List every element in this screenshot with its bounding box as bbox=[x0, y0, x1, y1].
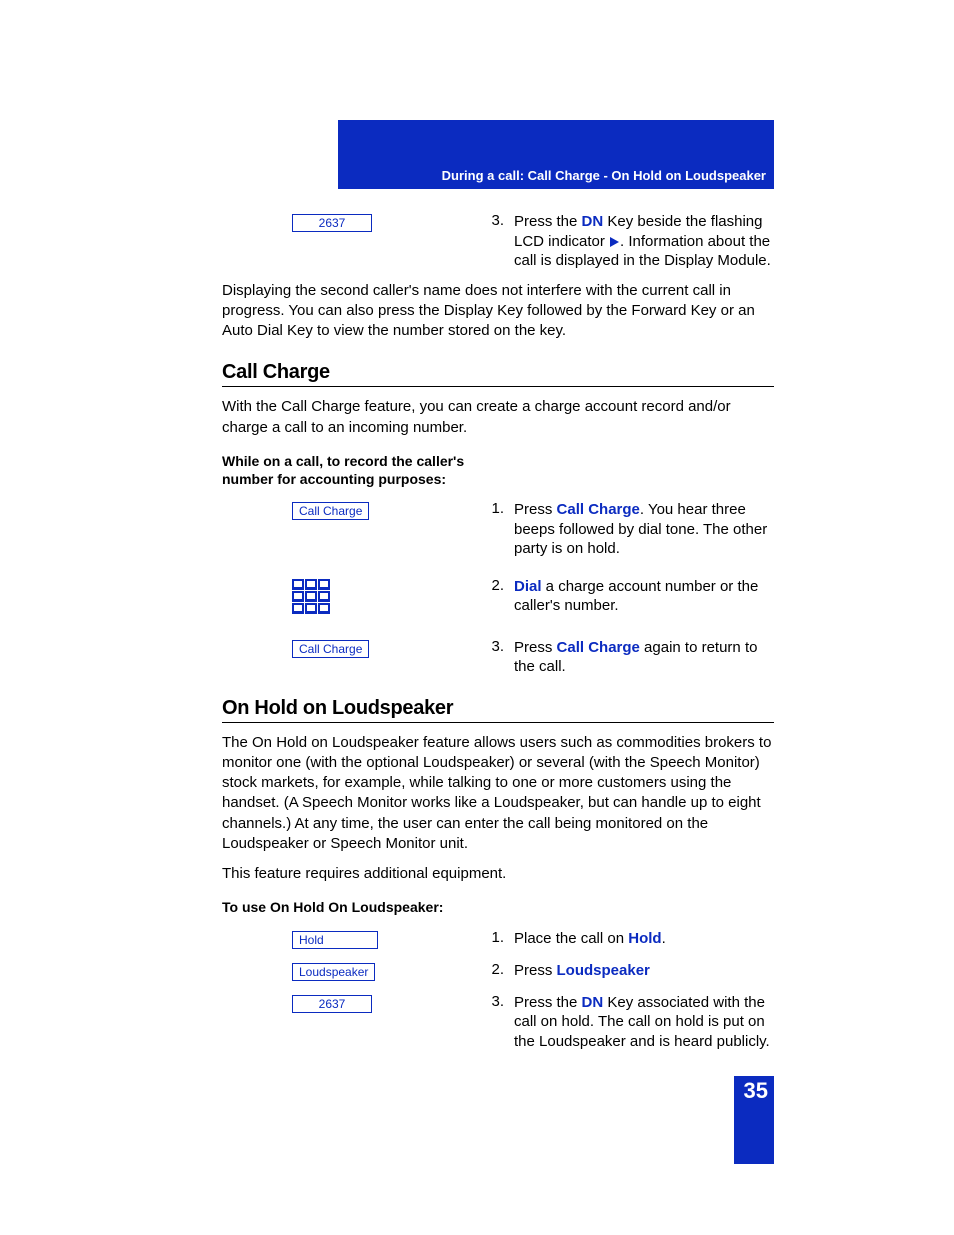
oh-step-2-text: Press Loudspeaker bbox=[514, 961, 774, 981]
intro-text-pre: Press the bbox=[514, 213, 582, 230]
txt: Press bbox=[514, 962, 557, 979]
txt-bold: Call Charge bbox=[557, 501, 640, 518]
oh-step-1-keycol: Hold bbox=[222, 929, 476, 949]
cc-step-2-num: 2. bbox=[476, 577, 514, 594]
oh-step-3-text: Press the DN Key associated with the cal… bbox=[514, 993, 774, 1052]
dialpad-icon bbox=[292, 579, 331, 615]
on-hold-subhead: To use On Hold On Loudspeaker: bbox=[222, 898, 774, 916]
call-charge-key: Call Charge bbox=[292, 502, 369, 520]
cc-step-2-text: Dial a charge account number or the call… bbox=[514, 577, 774, 616]
oh-step-1-num: 1. bbox=[476, 929, 514, 946]
cc-step-1-num: 1. bbox=[476, 500, 514, 517]
txt-bold: Call Charge bbox=[557, 639, 640, 656]
oh-step-1-text: Place the call on Hold. bbox=[514, 929, 774, 949]
call-charge-key: Call Charge bbox=[292, 640, 369, 658]
cc-step-3-text: Press Call Charge again to return to the… bbox=[514, 638, 774, 677]
cc-step-1-keycol: Call Charge bbox=[222, 500, 476, 520]
cc-step-2: 2. Dial a charge account number or the c… bbox=[222, 577, 774, 620]
oh-step-2-num: 2. bbox=[476, 961, 514, 978]
cc-step-1: Call Charge 1. Press Call Charge. You he… bbox=[222, 500, 774, 559]
cc-step-2-keycol bbox=[222, 577, 476, 620]
txt-bold: Loudspeaker bbox=[557, 962, 650, 979]
intro-paragraph: Displaying the second caller's name does… bbox=[222, 281, 774, 342]
hold-key: Hold bbox=[292, 931, 378, 949]
oh-step-2: Loudspeaker 2. Press Loudspeaker bbox=[222, 961, 774, 981]
dn-key-2637: 2637 bbox=[292, 995, 372, 1013]
play-triangle-icon bbox=[610, 237, 619, 247]
intro-dn-label: DN bbox=[582, 213, 604, 230]
page-root: During a call: Call Charge - On Hold on … bbox=[0, 0, 954, 1235]
intro-step-key-col: 2637 bbox=[222, 212, 476, 232]
call-charge-intro: With the Call Charge feature, you can cr… bbox=[222, 397, 774, 438]
on-hold-para2: This feature requires additional equipme… bbox=[222, 864, 774, 884]
oh-step-3: 2637 3. Press the DN Key associated with… bbox=[222, 993, 774, 1052]
dn-key-2637: 2637 bbox=[292, 214, 372, 232]
txt: Press the bbox=[514, 994, 582, 1011]
page-number: 35 bbox=[744, 1078, 768, 1104]
txt: a charge account number or the caller's … bbox=[514, 578, 758, 615]
oh-step-1: Hold 1. Place the call on Hold. bbox=[222, 929, 774, 949]
cc-step-3: Call Charge 3. Press Call Charge again t… bbox=[222, 638, 774, 677]
txt: Press bbox=[514, 639, 557, 656]
oh-step-3-keycol: 2637 bbox=[222, 993, 476, 1013]
intro-step-row: 2637 3. Press the DN Key beside the flas… bbox=[222, 212, 774, 271]
intro-step-num: 3. bbox=[476, 212, 514, 229]
oh-step-3-num: 3. bbox=[476, 993, 514, 1010]
intro-step-text: Press the DN Key beside the flashing LCD… bbox=[514, 212, 774, 271]
oh-step-2-keycol: Loudspeaker bbox=[222, 961, 476, 981]
txt: Place the call on bbox=[514, 930, 628, 947]
cc-step-3-keycol: Call Charge bbox=[222, 638, 476, 658]
txt: Press bbox=[514, 501, 557, 518]
txt-bold: Dial bbox=[514, 578, 542, 595]
loudspeaker-key: Loudspeaker bbox=[292, 963, 375, 981]
txt-bold: Hold bbox=[628, 930, 661, 947]
call-charge-subhead: While on a call, to record the caller's … bbox=[222, 452, 482, 488]
txt-bold: DN bbox=[582, 994, 604, 1011]
cc-step-3-num: 3. bbox=[476, 638, 514, 655]
section-header: During a call: Call Charge - On Hold on … bbox=[338, 162, 774, 183]
call-charge-heading: Call Charge bbox=[222, 361, 774, 387]
txt: . bbox=[662, 930, 666, 947]
cc-step-1-text: Press Call Charge. You hear three beeps … bbox=[514, 500, 774, 559]
on-hold-para1: The On Hold on Loudspeaker feature allow… bbox=[222, 733, 774, 855]
content-area: 2637 3. Press the DN Key beside the flas… bbox=[222, 212, 774, 1057]
on-hold-heading: On Hold on Loudspeaker bbox=[222, 697, 774, 723]
